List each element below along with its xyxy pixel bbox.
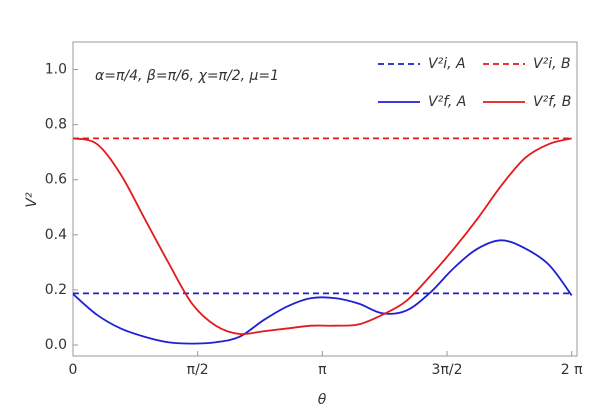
y-axis-label: V² bbox=[24, 192, 40, 208]
y-tick-label: 0.4 bbox=[45, 227, 67, 243]
x-axis-label: θ bbox=[318, 392, 327, 408]
legend-label: V²f, B bbox=[533, 94, 571, 110]
series-line bbox=[72, 239, 573, 345]
series-line bbox=[72, 137, 572, 336]
legend-label: V²f, A bbox=[428, 94, 466, 110]
y-tick-label: 0.0 bbox=[45, 337, 67, 353]
plot-frame bbox=[72, 41, 578, 357]
y-tick-label: 1.0 bbox=[45, 62, 67, 78]
x-tick-label: 2 π bbox=[561, 362, 583, 378]
y-tick-label: 0.2 bbox=[45, 282, 67, 298]
legend-label: V²i, B bbox=[533, 56, 571, 72]
x-tick-label: 3π/2 bbox=[432, 362, 463, 378]
y-tick-label: 0.6 bbox=[45, 172, 67, 188]
x-tick-label: π/2 bbox=[187, 362, 209, 378]
x-tick-label: π bbox=[318, 362, 327, 378]
x-tick-label: 0 bbox=[69, 362, 78, 378]
legend-label: V²i, A bbox=[428, 56, 466, 72]
annotation: α=π/4, β=π/6, χ=π/2, μ=1 bbox=[95, 68, 279, 84]
y-tick-label: 0.8 bbox=[45, 117, 67, 133]
